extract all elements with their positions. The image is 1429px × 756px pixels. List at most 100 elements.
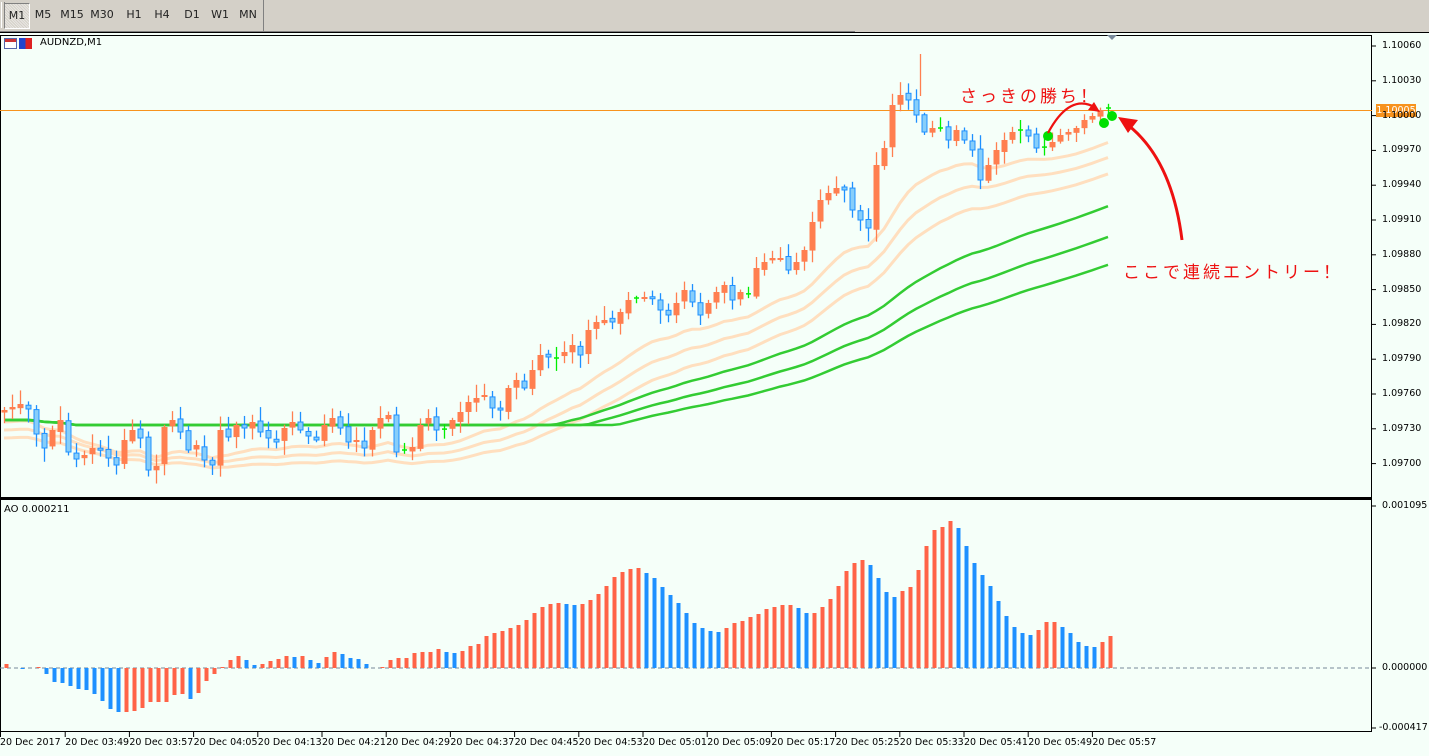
price-axis-label: 1.09760 — [1382, 388, 1422, 399]
ao-bar — [988, 586, 993, 668]
timeframe-m15[interactable]: M15 — [60, 8, 84, 21]
candle-bull — [153, 466, 160, 471]
ao-bar — [748, 617, 753, 668]
price-axis-label: 1.10000 — [1382, 109, 1422, 121]
candle-bull — [801, 250, 808, 262]
ao-bar — [108, 668, 113, 709]
candle-bull — [641, 297, 648, 299]
candle-bull — [169, 420, 176, 427]
ao-bar — [732, 623, 737, 668]
toolbar-separator — [263, 0, 264, 31]
ao-bar — [220, 667, 225, 668]
timeframe-h4[interactable]: H4 — [154, 8, 170, 21]
ao-bar — [700, 628, 705, 668]
candle-bear — [905, 92, 912, 101]
ao-bar — [300, 656, 305, 668]
candle-bull — [329, 418, 336, 427]
candle-bull — [473, 398, 480, 403]
candle-bull — [353, 440, 360, 442]
timeframe-mn[interactable]: MN — [239, 8, 257, 21]
ma-slow-line — [3, 205, 1109, 427]
ao-bar — [92, 668, 97, 694]
candle-bull — [881, 148, 888, 167]
candle-bull — [129, 430, 136, 442]
candle-bear — [489, 396, 496, 409]
candle-bear — [729, 285, 736, 301]
ao-bar — [388, 660, 393, 668]
ao-bar — [1100, 642, 1105, 668]
timeframe-m1[interactable]: M1 — [4, 3, 30, 29]
candle-bull — [737, 292, 744, 300]
ao-axis-label: -0.000417 — [1379, 722, 1428, 733]
ao-bar — [1108, 636, 1113, 668]
timeframe-m5[interactable]: M5 — [34, 8, 52, 21]
chart-window[interactable] — [0, 32, 1429, 756]
candle-bull — [1065, 132, 1072, 135]
timeframe-m30[interactable]: M30 — [90, 8, 114, 21]
candle-bear — [65, 420, 72, 453]
ao-bar — [724, 628, 729, 668]
candle-bull — [217, 430, 224, 466]
time-axis-label: 20 Dec 04:29 — [386, 737, 451, 748]
chart-symbol-title: AUDNZD,M1 — [40, 37, 103, 48]
ao-bar — [76, 668, 81, 689]
candle-bull — [705, 303, 712, 314]
timeframe-w1[interactable]: W1 — [211, 8, 229, 21]
ao-bar — [1004, 616, 1009, 668]
candle-bear — [105, 448, 112, 459]
ao-bar — [668, 595, 673, 668]
candle-bull — [985, 165, 992, 181]
candle-bull — [57, 420, 64, 432]
time-axis-label: 20 Dec 05:25 — [835, 737, 900, 748]
win-annotation: さっきの勝ち！ — [960, 87, 1100, 107]
candle-bear — [857, 210, 864, 221]
ao-bar — [604, 586, 609, 668]
ao-bar — [564, 604, 569, 668]
price-axis-label: 1.09910 — [1382, 214, 1422, 225]
ao-bar — [4, 664, 9, 668]
ao-bar — [812, 613, 817, 668]
ao-bar — [180, 668, 185, 694]
ao-bar — [620, 572, 625, 668]
candle-bull — [385, 415, 392, 420]
timeframe-d1[interactable]: D1 — [184, 8, 200, 21]
ao-bar — [132, 668, 137, 711]
ao-bar — [500, 631, 505, 668]
ao-bar — [212, 668, 217, 674]
candle-bull — [625, 300, 632, 314]
time-axis-label: 20 Dec 05:17 — [771, 737, 836, 748]
ao-bar — [956, 528, 961, 668]
ao-bar — [524, 620, 529, 668]
ao-bar — [148, 668, 153, 702]
time-axis-label: 20 Dec 05:01 — [643, 737, 707, 748]
timeframe-h1[interactable]: H1 — [126, 8, 142, 21]
price-axis-label: 1.09730 — [1382, 422, 1422, 434]
ao-bar — [492, 633, 497, 668]
price-axis-label: 1.09700 — [1382, 457, 1422, 469]
candle-bear — [497, 407, 504, 411]
ao-bar — [548, 604, 553, 668]
ao-bar — [940, 527, 945, 668]
ao-bar — [332, 652, 337, 668]
ao-bar — [1044, 622, 1049, 668]
ao-bar — [572, 605, 577, 668]
ao-bar — [924, 546, 929, 668]
ao-bar — [188, 668, 193, 699]
ao-bar — [356, 659, 361, 668]
ao-bar — [452, 653, 457, 668]
time-axis-label: 20 Dec 2017 — [0, 737, 61, 748]
candle-bear — [697, 302, 704, 316]
ma-fast-line — [3, 156, 1109, 465]
candle-bull — [601, 320, 608, 324]
candle-bear — [545, 353, 552, 358]
chart-shift-marker-icon — [1107, 35, 1117, 40]
ao-bar — [420, 652, 425, 668]
ao-axis-label: 0.001095 — [1382, 500, 1428, 511]
ao-bar — [68, 668, 73, 686]
ao-bar — [404, 658, 409, 668]
candle-bear — [433, 416, 440, 431]
candle-bull — [409, 447, 416, 452]
candle-bull — [465, 402, 472, 412]
price-axis-label: 1.10060 — [1382, 40, 1422, 51]
